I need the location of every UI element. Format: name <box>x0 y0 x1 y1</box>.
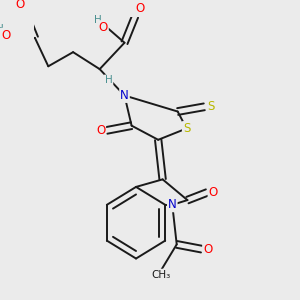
Text: S: S <box>183 122 190 135</box>
Text: O: O <box>99 21 108 34</box>
Text: O: O <box>203 243 212 256</box>
Text: N: N <box>168 198 177 211</box>
Text: O: O <box>208 186 218 199</box>
Text: H: H <box>0 24 3 34</box>
Text: N: N <box>120 89 129 102</box>
Text: O: O <box>1 29 10 42</box>
Text: H: H <box>105 75 112 85</box>
Text: S: S <box>208 100 215 113</box>
Text: O: O <box>135 2 144 15</box>
Text: O: O <box>96 124 105 137</box>
Text: CH₃: CH₃ <box>151 270 170 280</box>
Text: H: H <box>94 15 102 25</box>
Text: O: O <box>15 0 25 11</box>
